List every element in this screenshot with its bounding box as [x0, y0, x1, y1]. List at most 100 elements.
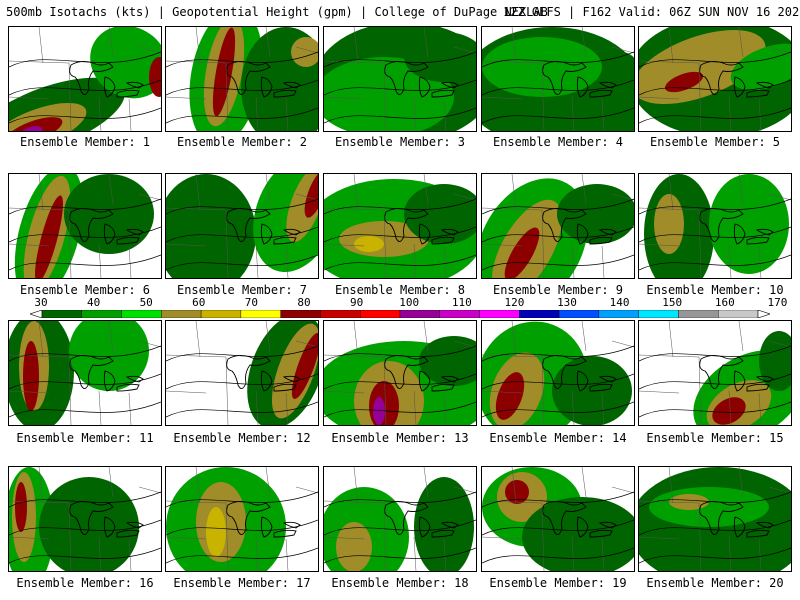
colorbar-tick-label: 150 [662, 296, 683, 309]
great-lakes-outline [542, 500, 617, 538]
ensemble-map-panel [638, 26, 792, 132]
height-contour [639, 51, 791, 68]
ensemble-map-panel [638, 466, 792, 572]
state-borders [9, 467, 161, 571]
height-contour [324, 51, 476, 68]
ensemble-member-label: Ensemble Member: 3 [334, 135, 466, 149]
height-contour [639, 226, 791, 243]
state-borders [9, 27, 161, 131]
state-borders [166, 321, 318, 425]
ensemble-member-label: Ensemble Member: 6 [19, 283, 151, 297]
state-borders [9, 174, 161, 278]
isotach-contour [39, 477, 139, 571]
colorbar-tick-label: 50 [139, 296, 153, 309]
state-borders [324, 27, 476, 131]
isotach-contour [64, 174, 154, 254]
colorbar-segment [200, 310, 242, 318]
isotach-map [639, 321, 791, 425]
ensemble-member-label: Ensemble Member: 19 [489, 576, 627, 590]
height-contour [324, 198, 476, 215]
colorbar-segment [558, 310, 600, 318]
isotach-contour [206, 507, 226, 557]
great-lakes-outline [226, 207, 301, 245]
ensemble-map-panel [481, 320, 635, 426]
ensemble-member-label: Ensemble Member: 5 [649, 135, 781, 149]
colorbar-tick-label: 30 [34, 296, 48, 309]
ensemble-map-panel [165, 26, 319, 132]
height-contour [9, 51, 161, 68]
state-borders [482, 174, 634, 278]
isotach-contour [9, 117, 63, 131]
ensemble-map-panel [323, 173, 477, 279]
colorbar-tick-label: 40 [86, 296, 101, 309]
height-contour [482, 345, 634, 362]
height-contour [482, 547, 634, 564]
height-contour [324, 345, 476, 362]
isotach-contour [291, 37, 318, 67]
state-borders [482, 467, 634, 571]
height-contour [9, 401, 161, 418]
height-contour [482, 198, 634, 215]
great-lakes-outline [226, 60, 301, 98]
isotach-contour [15, 482, 27, 532]
isotach-map [324, 27, 476, 131]
isotach-map [9, 174, 161, 278]
ensemble-map-panel [8, 173, 162, 279]
state-borders [639, 467, 791, 571]
isotach-map [9, 467, 161, 571]
ensemble-map-panel [481, 173, 635, 279]
ensemble-map-panel [165, 466, 319, 572]
isotach-contour [336, 522, 372, 571]
isotach-map [166, 321, 318, 425]
isotach-map [9, 321, 161, 425]
state-borders [639, 174, 791, 278]
great-lakes-outline [542, 60, 617, 98]
ensemble-member-label: Ensemble Member: 17 [173, 576, 311, 590]
ensemble-member-label: Ensemble Member: 8 [334, 283, 466, 297]
height-contour [639, 107, 791, 124]
ensemble-map-panel [323, 26, 477, 132]
great-lakes-outline [69, 500, 144, 538]
isotach-contour [291, 332, 318, 400]
isotach-contour [504, 227, 540, 278]
colorbar-arrow-low [30, 310, 43, 318]
height-contour [166, 51, 318, 68]
colorbar [30, 310, 770, 318]
height-contour [324, 373, 476, 390]
colorbar-tick-label: 130 [557, 296, 577, 309]
isotach-contour [19, 126, 43, 131]
great-lakes-outline [384, 60, 459, 98]
height-contour [9, 547, 161, 564]
height-contour [324, 547, 476, 564]
colorbar-segment [399, 310, 440, 318]
isotach-map [482, 467, 634, 571]
height-contour [639, 373, 791, 390]
isotach-contour [212, 27, 236, 117]
state-borders [9, 321, 161, 425]
ensemble-member-label: Ensemble Member: 4 [492, 135, 624, 149]
height-contour [166, 198, 318, 215]
colorbar-segment [41, 310, 82, 318]
height-contour [166, 547, 318, 564]
ensemble-member-label: Ensemble Member: 16 [16, 576, 154, 590]
height-contour [324, 519, 476, 536]
ensemble-member-label: Ensemble Member: 1 [19, 135, 151, 149]
state-borders [166, 27, 318, 131]
colorbar-segment [320, 310, 361, 318]
isotach-map [9, 27, 161, 131]
ensemble-map-panel [323, 466, 477, 572]
isotach-contour [35, 195, 63, 278]
great-lakes-outline [226, 500, 301, 538]
isotach-contour [522, 497, 634, 571]
isotach-map [482, 27, 634, 131]
colorbar-segment [161, 310, 202, 318]
great-lakes-outline [699, 354, 774, 392]
great-lakes-outline [542, 354, 617, 392]
height-contour [324, 401, 476, 418]
colorbar-tick-label: 70 [244, 296, 259, 309]
colorbar-segment [439, 310, 480, 318]
ensemble-map-panel [8, 466, 162, 572]
height-contour [482, 491, 634, 508]
isotach-contour [419, 336, 476, 386]
height-contour [324, 491, 476, 508]
